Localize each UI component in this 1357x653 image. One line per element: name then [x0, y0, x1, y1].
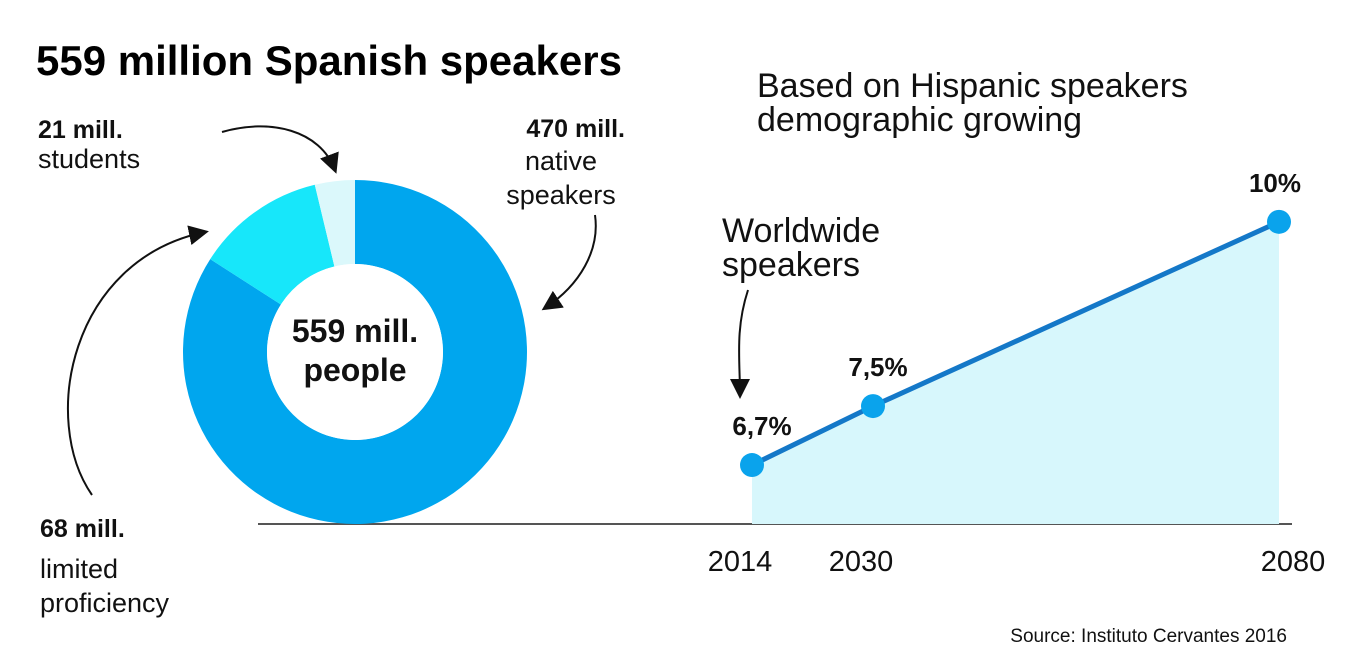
students-arrow: [221, 125, 339, 174]
limited-text-label-2: proficiency: [40, 588, 170, 618]
students-slice: [314, 180, 355, 267]
limited-value-label: 68 mill.: [40, 515, 125, 543]
limited-proficiency-slice: [210, 184, 335, 305]
data-point-2080: [1267, 209, 1291, 234]
donut-chart: [182, 180, 527, 524]
area-chart: 6,7% 7,5% 10% 2014 2030 2080: [708, 168, 1326, 578]
area-title-2: demographic growing: [757, 101, 1082, 139]
students-value-label: 21 mill.: [38, 116, 123, 144]
worldwide-annotation-2: speakers: [722, 246, 860, 284]
worldwide-annotation-1: Worldwide: [722, 212, 880, 250]
data-point-2014: [740, 453, 764, 478]
x-tick-2014: 2014: [708, 546, 773, 578]
worldwide-arrow: [729, 289, 750, 399]
source-note: Source: Instituto Cervantes 2016: [1010, 626, 1287, 647]
donut-center-label: people: [303, 352, 406, 388]
limited-text-label-1: limited: [40, 554, 118, 584]
value-label-2030: 7,5%: [848, 352, 907, 382]
area-title-1: Based on Hispanic speakers: [757, 67, 1188, 105]
area-fill: [752, 221, 1279, 524]
value-label-2080: 10%: [1249, 168, 1301, 198]
page-title: 559 million Spanish speakers: [36, 37, 622, 84]
students-text-label: students: [38, 144, 140, 174]
native-value-label: 470 mill.: [526, 115, 625, 143]
donut-hole: [267, 264, 443, 440]
x-tick-2030: 2030: [829, 546, 894, 578]
native-arrow: [541, 214, 597, 311]
native-speakers-slice: [182, 180, 527, 524]
value-label-2014: 6,7%: [732, 411, 791, 441]
data-point-2030: [861, 394, 885, 419]
native-text-label-2: speakers: [506, 180, 616, 210]
limited-arrow: [66, 225, 209, 496]
native-text-label-1: native: [525, 146, 597, 176]
donut-center-value: 559 mill.: [292, 313, 418, 349]
x-tick-2080: 2080: [1261, 546, 1326, 578]
